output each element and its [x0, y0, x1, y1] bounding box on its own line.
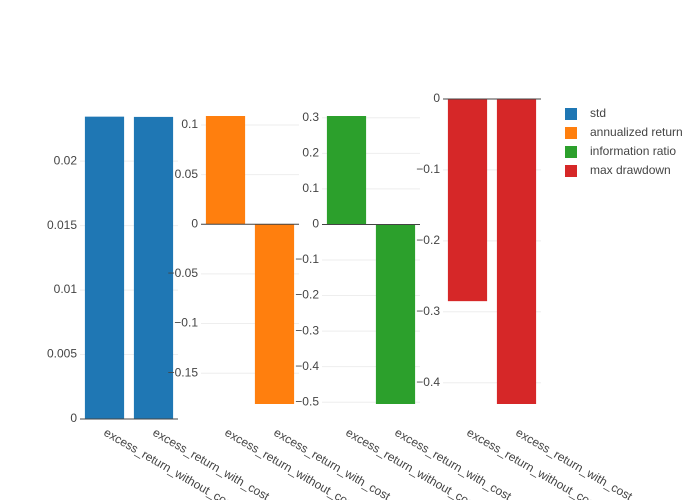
bar-std-excess-return-without-cost: [84, 116, 125, 419]
bar-annualized-return-excess-return-with-cost: [254, 224, 295, 404]
legend: std annualized return information ratio max…: [565, 106, 683, 177]
y-tick-label: −0.1: [174, 316, 198, 330]
y-tick-label: 0: [70, 411, 77, 425]
y-tick-label: −0.3: [416, 304, 440, 318]
legend-item-std[interactable]: std: [565, 106, 606, 120]
bar-max-drawdown-excess-return-with-cost: [496, 99, 537, 404]
bar-information-ratio-excess-return-without-cost: [326, 116, 367, 225]
y-tick-label: 0: [312, 217, 319, 231]
y-tick-label: 0.1: [302, 181, 319, 195]
y-tick-label: −0.15: [168, 365, 199, 379]
y-tick-label: −0.05: [168, 266, 199, 280]
y-tick-label: −0.5: [295, 394, 319, 408]
subplots: 00.0050.010.0150.02excess_return_without…: [47, 91, 635, 500]
y-tick-label: −0.1: [416, 162, 440, 176]
y-tick-label: 0.3: [302, 110, 319, 124]
bar-annualized-return-excess-return-without-cost: [205, 116, 246, 225]
bar-std-excess-return-with-cost: [133, 116, 174, 419]
y-tick-label: 0: [191, 216, 198, 230]
y-tick-label: 0.015: [47, 218, 77, 232]
legend-item-max-drawdown[interactable]: max drawdown: [565, 163, 671, 177]
y-tick-label: −0.1: [295, 252, 319, 266]
legend-item-annualized-return[interactable]: annualized return: [565, 125, 683, 139]
y-tick-label: 0.1: [181, 117, 198, 131]
legend-label: information ratio: [590, 144, 676, 158]
legend-label: std: [590, 106, 606, 120]
y-tick-label: −0.2: [295, 288, 319, 302]
y-tick-label: 0: [433, 91, 440, 105]
legend-swatch: [565, 165, 577, 177]
y-tick-label: −0.3: [295, 323, 319, 337]
y-tick-label: 0.2: [302, 146, 319, 160]
bar-max-drawdown-excess-return-without-cost: [447, 99, 488, 302]
y-tick-label: 0.02: [54, 153, 78, 167]
legend-item-information-ratio[interactable]: information ratio: [565, 144, 676, 158]
legend-swatch: [565, 146, 577, 158]
y-tick-label: 0.005: [47, 347, 77, 361]
legend-swatch: [565, 108, 577, 120]
bar-information-ratio-excess-return-with-cost: [375, 224, 416, 404]
legend-swatch: [565, 127, 577, 139]
y-tick-label: −0.2: [416, 233, 440, 247]
y-tick-label: −0.4: [295, 359, 319, 373]
legend-label: max drawdown: [590, 163, 671, 177]
y-tick-label: 0.05: [175, 167, 199, 181]
y-tick-label: −0.4: [416, 375, 440, 389]
legend-label: annualized return: [590, 125, 683, 139]
y-tick-label: 0.01: [54, 282, 78, 296]
